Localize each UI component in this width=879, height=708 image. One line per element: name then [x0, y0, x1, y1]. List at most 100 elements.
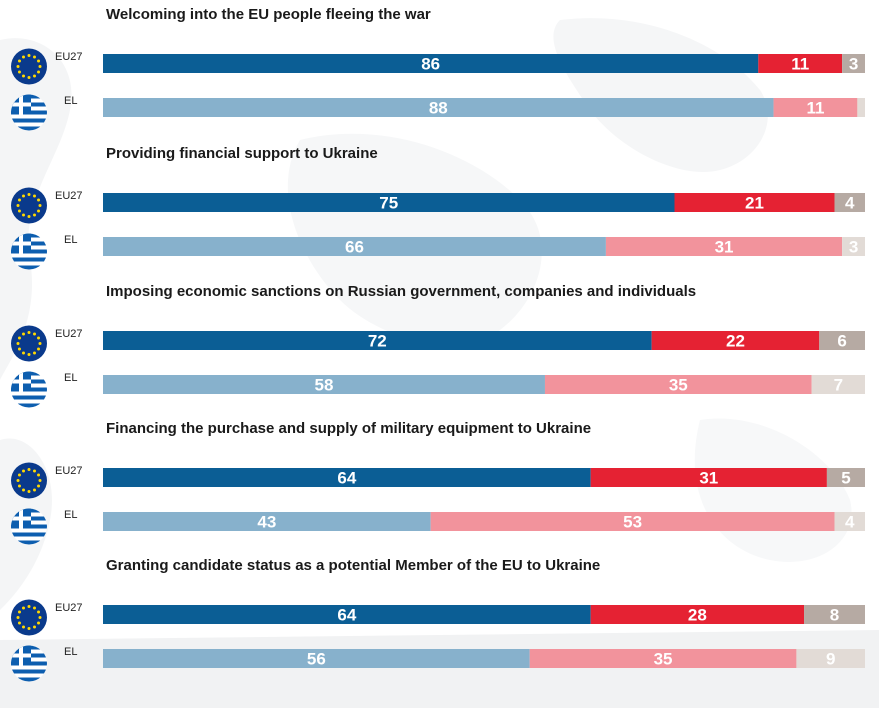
segment-against [590, 605, 805, 624]
bar-row: EU27 75 21 4 [11, 187, 865, 224]
segment-in-favour [103, 237, 606, 256]
segment-dont-know [804, 605, 865, 624]
data-label: 53 [623, 513, 642, 532]
data-label: 5 [841, 469, 850, 488]
segment-dont-know [834, 193, 865, 212]
segment-in-favour [103, 331, 652, 350]
segment-in-favour [103, 193, 675, 212]
greece-flag-icon [11, 233, 47, 270]
question-title: Granting candidate status as a potential… [106, 557, 600, 574]
greece-flag-icon [11, 508, 47, 545]
segment-in-favour [103, 468, 591, 487]
bar-row: EU27 86 11 3 [11, 48, 865, 85]
segment-dont-know [842, 237, 865, 256]
row-label: EL [64, 646, 77, 658]
segment-against [651, 331, 820, 350]
row-label: EU27 [55, 328, 83, 340]
data-label: 43 [257, 513, 276, 532]
segment-in-favour [103, 649, 530, 668]
data-label: 31 [699, 469, 718, 488]
question-group: Imposing economic sanctions on Russian g… [11, 283, 865, 408]
segment-against [529, 649, 797, 668]
data-label: 9 [826, 650, 835, 669]
bar-row: EL 56 35 9 [11, 645, 865, 682]
row-label: EU27 [55, 51, 83, 63]
data-label: 21 [745, 194, 764, 213]
data-label: 3 [849, 238, 858, 257]
data-label: 72 [368, 332, 387, 351]
bar-row: EL 58 35 7 [11, 371, 865, 408]
eu-flag-icon [11, 462, 47, 499]
eu-flag-icon [11, 187, 47, 224]
segment-against [674, 193, 835, 212]
data-label: 75 [379, 194, 398, 213]
segment-dont-know [819, 331, 865, 350]
data-label: 58 [315, 376, 334, 395]
bar-row: EL 66 31 3 [11, 233, 865, 270]
segment-dont-know [796, 649, 865, 668]
data-label: 86 [421, 55, 440, 74]
data-label: 6 [837, 332, 846, 351]
segment-against [430, 512, 835, 531]
row-label: EL [64, 234, 77, 246]
data-label: 8 [830, 606, 839, 625]
segment-in-favour [103, 605, 591, 624]
segment-against [605, 237, 843, 256]
greece-flag-icon [11, 371, 47, 408]
question-title: Financing the purchase and supply of mil… [106, 420, 591, 437]
bar-row: EU27 64 31 5 [11, 462, 865, 499]
data-label: 11 [791, 55, 809, 74]
greece-flag-icon [11, 645, 47, 682]
segment-dont-know [842, 54, 865, 73]
segment-dont-know [857, 98, 865, 117]
segment-against [544, 375, 812, 394]
data-label: 35 [654, 650, 673, 669]
data-label: 66 [345, 238, 364, 257]
data-label: 56 [307, 650, 326, 669]
eu-flag-icon [11, 325, 47, 362]
question-title: Welcoming into the EU people fleeing the… [106, 6, 431, 23]
segment-against [773, 98, 858, 117]
data-label: 22 [726, 332, 745, 351]
data-label: 64 [337, 606, 356, 625]
eu-flag-icon [11, 48, 47, 85]
row-label: EU27 [55, 465, 83, 477]
segment-against [758, 54, 843, 73]
segment-in-favour [103, 54, 759, 73]
data-label: 64 [337, 469, 356, 488]
row-label: EL [64, 372, 77, 384]
segment-against [590, 468, 827, 487]
bar-row: EL 43 53 4 [11, 508, 865, 545]
data-label: 11 [806, 99, 824, 118]
data-label: 31 [715, 238, 734, 257]
bar-row: EU27 64 28 8 [11, 599, 865, 636]
segment-in-favour [103, 98, 774, 117]
question-group: Granting candidate status as a potential… [11, 557, 865, 682]
data-label: 4 [845, 513, 855, 532]
data-label: 7 [834, 376, 843, 395]
segment-in-favour [103, 512, 431, 531]
question-group: Financing the purchase and supply of mil… [11, 420, 865, 545]
question-group: Providing financial support to Ukraine EU… [11, 145, 865, 270]
data-label: 35 [669, 376, 688, 395]
row-label: EL [64, 509, 77, 521]
segment-in-favour [103, 375, 545, 394]
data-label: 28 [688, 606, 707, 625]
data-label: 88 [429, 99, 448, 118]
segment-dont-know [811, 375, 865, 394]
bar-row: EL 88 11 [11, 94, 865, 131]
bar-row: EU27 72 22 6 [11, 325, 865, 362]
row-label: EU27 [55, 190, 83, 202]
greece-flag-icon [11, 94, 47, 131]
eu-flag-icon [11, 599, 47, 636]
question-title: Imposing economic sanctions on Russian g… [106, 283, 696, 300]
row-label: EU27 [55, 602, 83, 614]
data-label: 3 [849, 55, 858, 74]
question-group: Welcoming into the EU people fleeing the… [11, 6, 865, 131]
data-label: 4 [845, 194, 855, 213]
row-label: EL [64, 95, 77, 107]
segment-dont-know [834, 512, 865, 531]
question-title: Providing financial support to Ukraine [106, 145, 378, 162]
segment-dont-know [826, 468, 865, 487]
